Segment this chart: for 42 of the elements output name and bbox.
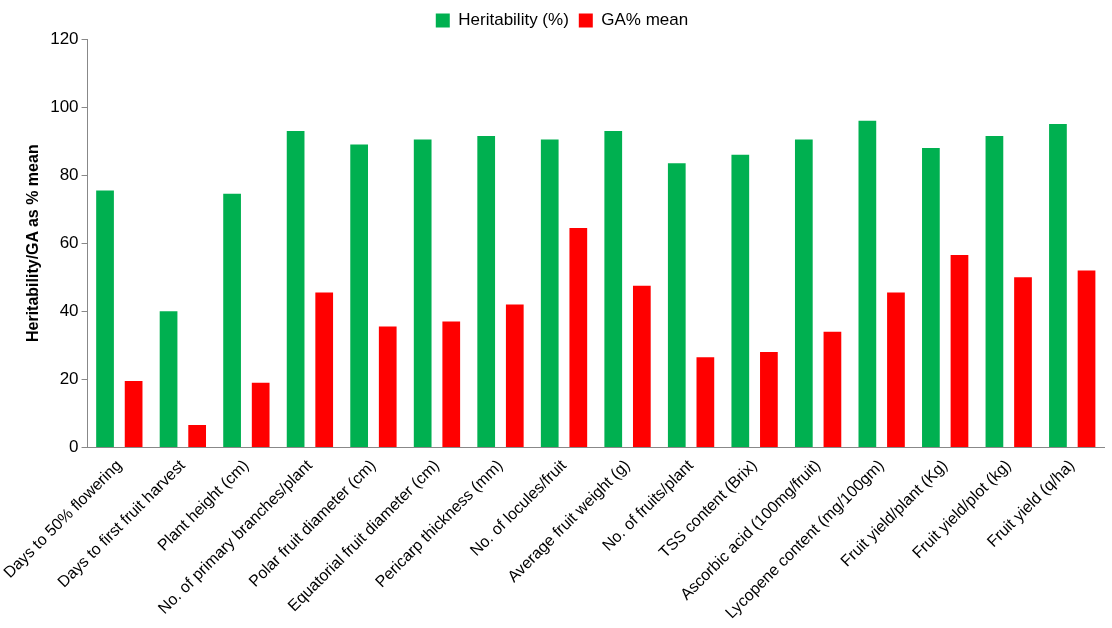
bar — [667, 163, 686, 447]
bar — [96, 190, 114, 447]
bar — [858, 120, 877, 447]
bar — [760, 352, 778, 447]
bar — [477, 135, 496, 447]
bar — [1014, 277, 1032, 447]
bar — [540, 139, 559, 447]
bar — [1077, 270, 1096, 447]
bar — [632, 285, 651, 447]
bar — [442, 321, 461, 447]
bar — [569, 227, 588, 447]
bar — [887, 292, 905, 447]
y-tick-label: 120 — [50, 28, 79, 48]
bar — [286, 130, 305, 447]
bar — [950, 255, 969, 447]
y-tick-label: 40 — [59, 300, 79, 320]
bar — [378, 326, 397, 447]
bar — [922, 147, 940, 447]
y-tick-label: 60 — [59, 232, 79, 252]
bar — [604, 130, 623, 447]
bar — [731, 154, 750, 447]
legend-label: Heritability (%) — [458, 10, 569, 30]
y-axis-title: Heritability/GA as % mean — [24, 144, 42, 343]
bar — [159, 311, 178, 447]
y-tick-label: 100 — [50, 96, 79, 116]
bar — [223, 193, 241, 447]
bar — [315, 292, 334, 447]
y-tick-label: 0 — [69, 437, 79, 457]
bar — [350, 144, 369, 447]
bar — [794, 139, 813, 447]
bar — [1049, 124, 1067, 447]
bar — [985, 135, 1004, 447]
y-tick-label: 80 — [59, 164, 79, 184]
bar — [124, 381, 143, 447]
bar — [696, 357, 715, 447]
bar — [251, 382, 270, 447]
bar — [823, 331, 842, 447]
bar — [505, 304, 524, 447]
legend-label: GA% mean — [601, 10, 689, 30]
bar — [188, 424, 207, 447]
y-tick-label: 20 — [59, 369, 79, 389]
bar — [413, 139, 432, 447]
